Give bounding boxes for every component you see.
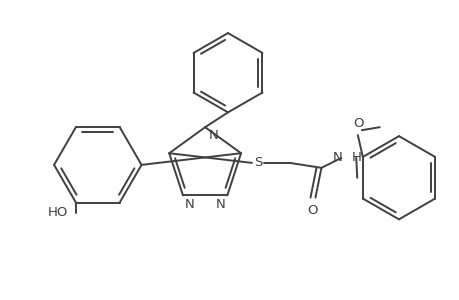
Text: S: S [253,156,262,170]
Text: O: O [307,203,317,217]
Text: N: N [215,198,225,211]
Text: HO: HO [47,206,68,219]
Text: H: H [351,152,360,164]
Text: O: O [353,117,364,130]
Text: N: N [332,152,341,164]
Text: N: N [185,198,194,211]
Text: N: N [209,129,218,142]
